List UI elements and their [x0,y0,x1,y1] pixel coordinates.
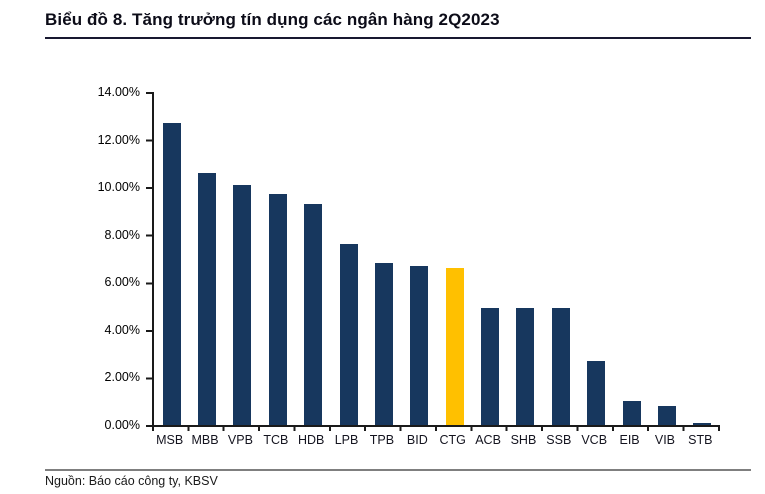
y-axis-labels: 14.00% 12.00% 10.00% 8.00% 6.00% 4.00% 2.00% 0.… [0,85,140,432]
bar-column-lpb [331,92,366,425]
title-underline [45,37,751,39]
chart-title: Biểu đồ 8. Tăng trưởng tín dụng các ngân… [45,10,500,29]
x-tick-label-tpb: TPB [369,433,395,447]
bar-vib [657,405,676,425]
x-tick-label-shb: SHB [510,433,537,447]
x-tick-label-msb: MSB [156,433,184,447]
y-tick-label: 14.00% [97,85,140,99]
x-tick-label-tcb: TCB [263,433,289,447]
x-tick-label-vcb: VCB [581,433,608,447]
y-tick-label: 4.00% [104,322,140,337]
x-tick-label-bid: BID [406,433,428,447]
bar-column-eib [614,92,649,425]
bar-ctg [445,268,464,425]
bar-mbb [198,172,217,425]
x-tick-label-hdb: HDB [297,433,325,447]
bar-column-hdb [296,92,331,425]
y-tick-label: 8.00% [104,227,140,242]
x-tick-label-ssb: SSB [546,433,572,447]
y-tick-label: 10.00% [97,180,140,195]
bar-stb [693,422,712,425]
bar-tcb [268,194,287,425]
x-tick-label-stb: STB [688,433,713,447]
bar-vcb [587,360,606,425]
bar-column-vib [649,92,684,425]
bars [154,92,720,425]
bar-vpb [233,184,252,425]
bar-ssb [551,308,570,425]
y-axis-ticks [146,92,152,427]
source-divider [45,469,751,471]
y-tick-label: 2.00% [104,370,140,385]
x-tick-label-mbb: MBB [191,433,219,447]
bar-hdb [304,203,323,425]
bar-acb [481,308,500,425]
x-tick-label-eib: EIB [619,433,640,447]
bar-column-stb [685,92,720,425]
bar-column-vcb [579,92,614,425]
x-tick-label-acb: ACB [475,433,501,447]
x-tick-label-lpb: LPB [334,433,359,447]
bar-column-ctg [437,92,472,425]
bar-column-vpb [225,92,260,425]
bar-lpb [339,244,358,425]
bar-column-shb [508,92,543,425]
bar-bid [410,265,429,425]
x-tick-label-ctg: CTG [439,433,466,447]
x-tick-label-vib: VIB [654,433,676,447]
source-text: Nguồn: Báo cáo công ty, KBSV [45,474,218,488]
bar-column-bid [402,92,437,425]
bar-column-msb [154,92,189,425]
bar-eib [622,401,641,425]
x-axis-labels: MSB MBB VPB TCB HDB LPB TPB BID CTG ACB SHB SSB VCB E… [152,433,718,447]
plot-area [152,92,720,427]
x-axis-ticks [152,427,720,431]
bar-column-tcb [260,92,295,425]
bar-tpb [374,263,393,425]
y-tick-label: 12.00% [97,132,140,147]
x-tick-label-vpb: VPB [227,433,253,447]
y-tick-label: 6.00% [104,275,140,290]
bar-column-ssb [543,92,578,425]
y-tick-label: 0.00% [104,418,140,432]
bar-column-tpb [366,92,401,425]
bar-column-acb [472,92,507,425]
bar-msb [162,122,181,425]
bar-shb [516,308,535,425]
bar-column-mbb [189,92,224,425]
